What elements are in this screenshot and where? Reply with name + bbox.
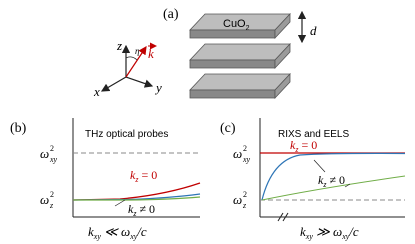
axes-triad <box>100 44 154 92</box>
pointer <box>114 199 126 207</box>
panel-label: (b) <box>10 121 27 136</box>
curve <box>261 175 406 201</box>
label-part: xy <box>242 155 251 164</box>
label-part: z <box>132 209 137 218</box>
label-part: xy <box>49 155 58 164</box>
y-labels: ω 2 xy ω 2 z <box>233 144 251 210</box>
label-part: k <box>300 224 306 239</box>
label-part: z <box>242 201 247 210</box>
label-part: z <box>134 175 139 184</box>
pointer <box>344 183 351 188</box>
layer-label: CuO2 <box>223 18 250 32</box>
label-part: xy <box>93 232 102 241</box>
label-part: 2 <box>243 190 247 199</box>
panel-title: RIXS and EELS <box>278 129 349 140</box>
label-part: ≫ ω <box>313 224 342 239</box>
axis-y: y <box>154 80 162 95</box>
pointer <box>313 159 326 173</box>
label-part: ω <box>233 192 242 207</box>
x-label: kxy ≪ ωxy/c <box>88 224 147 241</box>
label-part: xy <box>305 232 314 241</box>
label-part: 2 <box>246 25 250 32</box>
label-part: /c <box>348 224 359 239</box>
label-part: 2 <box>243 144 247 153</box>
label-part: CuO <box>223 18 246 30</box>
label-part: k <box>88 224 94 239</box>
label-part: xy <box>129 232 138 241</box>
panel-title: THz optical probes <box>85 129 168 140</box>
label-part: /c <box>136 224 147 239</box>
label-part: ω <box>233 146 242 161</box>
label-part: k <box>290 138 296 152</box>
curve <box>72 182 201 201</box>
label-part: ω <box>40 146 49 161</box>
label-part: = 0 <box>298 138 317 152</box>
panel-label: (c) <box>220 121 236 136</box>
curve-label: kz ≠ 0 <box>128 202 155 218</box>
x-label: kxy ≫ ωxy/c <box>300 224 359 241</box>
label-part: ≠ 0 <box>326 173 345 187</box>
label-part: z <box>49 201 54 210</box>
wavevector-k: k <box>148 46 154 61</box>
label-part: = 0 <box>138 168 157 182</box>
label-part: 2 <box>50 144 54 153</box>
plates <box>189 12 291 100</box>
label-part: xy <box>341 232 350 241</box>
axis-z: z <box>116 38 122 53</box>
curve-label: kz = 0 <box>130 168 157 184</box>
angle-eta: η <box>135 46 140 56</box>
label-part: k <box>128 202 134 216</box>
label-part: ≪ ω <box>101 224 130 239</box>
label-part: ω <box>40 192 49 207</box>
curve-label: kz = 0 <box>290 138 317 154</box>
curve <box>73 196 201 201</box>
y-labels: ω 2 xy ω 2 z <box>40 144 58 210</box>
curve <box>261 152 406 201</box>
spacing-label: d <box>310 23 317 38</box>
axis-x: x <box>93 84 100 99</box>
panel-label: (a) <box>163 7 179 22</box>
label-part: k <box>130 168 136 182</box>
curve-label: kz ≠ 0 <box>318 173 345 189</box>
label-part: ≠ 0 <box>136 202 155 216</box>
label-part: z <box>322 180 327 189</box>
label-part: 2 <box>50 190 54 199</box>
label-part: z <box>294 145 299 154</box>
label-part: k <box>318 173 324 187</box>
